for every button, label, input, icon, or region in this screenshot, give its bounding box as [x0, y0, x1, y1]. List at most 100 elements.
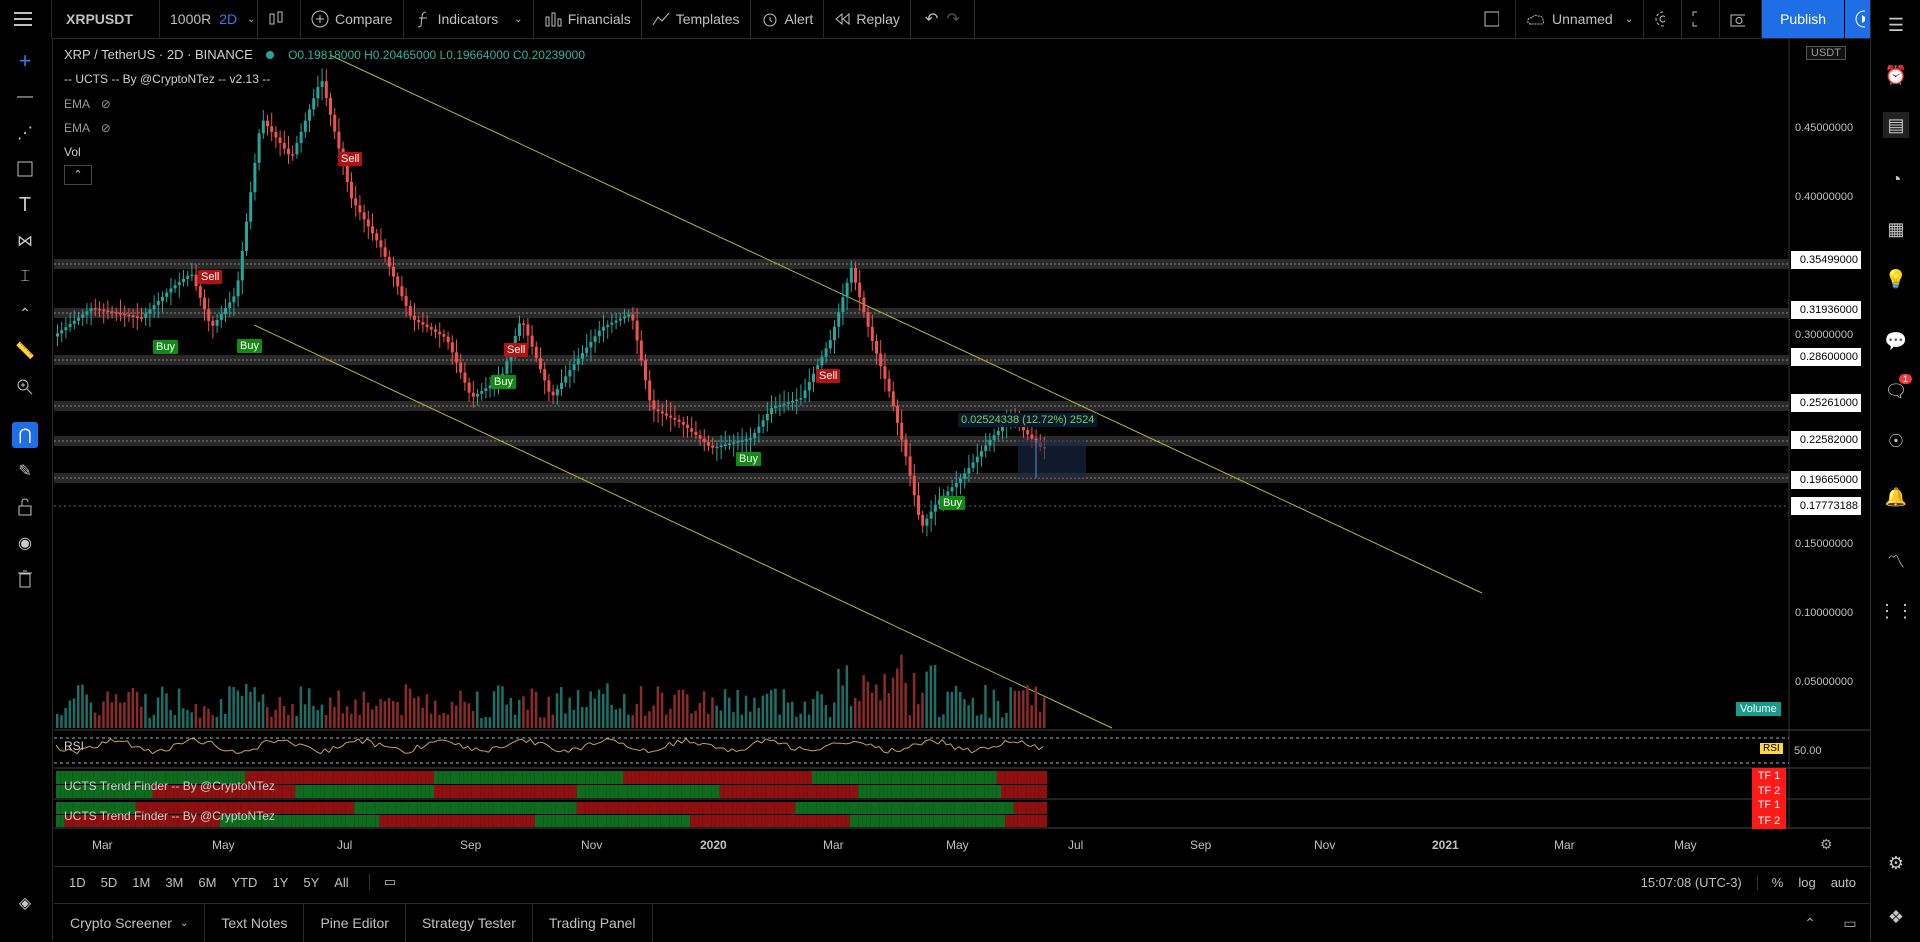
- go-to-date-button[interactable]: ▭: [369, 874, 396, 890]
- range-5y[interactable]: 5Y: [303, 875, 319, 890]
- currency-badge[interactable]: USDT: [1806, 46, 1846, 60]
- trend-finder-bar: [795, 771, 799, 784]
- streams-button[interactable]: ☉: [1883, 428, 1909, 454]
- stay-drawing-tool[interactable]: ✎: [12, 458, 38, 484]
- select-layout-button[interactable]: [1474, 0, 1516, 38]
- magnet-tool[interactable]: ⋂: [12, 422, 38, 448]
- eye-hidden-icon[interactable]: ⊘: [101, 97, 111, 111]
- chart-tools-button[interactable]: 〽: [1883, 548, 1909, 574]
- crosshair-tool[interactable]: +: [12, 48, 38, 74]
- tab-text-notes[interactable]: Text Notes: [205, 904, 304, 942]
- range-1d[interactable]: 1D: [69, 875, 86, 890]
- shapes-tool[interactable]: [12, 156, 38, 182]
- chart-canvas[interactable]: [54, 38, 1870, 866]
- lock-drawings-tool[interactable]: [12, 494, 38, 520]
- messages-button[interactable]: 🗨 1: [1883, 378, 1909, 404]
- tab-strategy-tester[interactable]: Strategy Tester: [406, 904, 533, 942]
- auto-scale-toggle[interactable]: auto: [1831, 875, 1856, 890]
- percent-scale-toggle[interactable]: %: [1757, 875, 1784, 890]
- tab-trading-panel[interactable]: Trading Panel: [533, 904, 653, 942]
- settings-button[interactable]: [1644, 0, 1682, 38]
- rsi-pane-title[interactable]: RSI: [64, 739, 84, 753]
- object-tree-button[interactable]: ◈: [12, 890, 38, 916]
- financials-button[interactable]: Financials: [534, 0, 642, 38]
- alerts-panel-button[interactable]: ⏰: [1883, 62, 1909, 88]
- pattern-tool[interactable]: ⋈: [12, 228, 38, 254]
- trend-finder-bar: [774, 785, 778, 798]
- trend-finder-bar: [732, 815, 736, 827]
- help-button[interactable]: ⚙: [1883, 850, 1909, 876]
- screenshot-button[interactable]: [1720, 0, 1762, 38]
- data-window-button[interactable]: ▤: [1883, 112, 1909, 138]
- price-range-measure-label[interactable]: 0.02524338 (12.72%) 2524: [958, 413, 1097, 427]
- zoom-tool[interactable]: [12, 374, 38, 400]
- ema-2-legend[interactable]: EMA ⊘: [64, 121, 111, 135]
- remove-drawings-tool[interactable]: [12, 566, 38, 592]
- interval-selector[interactable]: 1000R 2D ⌄: [160, 0, 258, 38]
- hide-drawings-tool[interactable]: ◉: [12, 530, 38, 556]
- trend-finder-bar: [636, 815, 640, 827]
- log-scale-toggle[interactable]: log: [1798, 875, 1815, 890]
- range-6m[interactable]: 6M: [198, 875, 216, 890]
- trend-finder-title-2[interactable]: UCTS Trend Finder -- By @CryptoNTez: [64, 809, 275, 823]
- trend-finder-bar: [291, 815, 295, 827]
- notifications-button[interactable]: 🔔: [1883, 484, 1909, 510]
- collapse-tools-button[interactable]: ⌃: [12, 300, 38, 326]
- symbol-search[interactable]: XRPUSDT: [52, 0, 160, 38]
- crosshair-icon: +: [19, 48, 32, 74]
- indicators-button[interactable]: Indicators ⌄: [404, 0, 534, 38]
- range-all[interactable]: All: [334, 875, 348, 890]
- clock-time[interactable]: 15:07:08 (UTC-3): [1641, 875, 1742, 890]
- prediction-tool[interactable]: ⌶: [12, 264, 38, 290]
- sell-signal: Sell: [816, 369, 840, 383]
- chart-type-button[interactable]: [258, 0, 301, 38]
- volume-bar: [850, 706, 853, 728]
- collapse-legend-button[interactable]: ⌃: [64, 165, 92, 185]
- expand-button[interactable]: ❖: [1883, 904, 1909, 930]
- trend-finder-bar: [665, 802, 669, 814]
- text-tool[interactable]: T: [12, 192, 38, 218]
- measure-tool[interactable]: 📏: [12, 338, 38, 364]
- undo-icon[interactable]: ↶: [925, 9, 938, 29]
- ideas-button[interactable]: 💡: [1883, 266, 1909, 292]
- chart-settings-icon[interactable]: ⚙: [1820, 836, 1833, 853]
- symbol-title[interactable]: XRP / TetherUS · 2D · BINANCE: [64, 47, 253, 62]
- layout-name-button[interactable]: Unnamed ⌄: [1516, 0, 1644, 38]
- maximize-panel-icon[interactable]: ▭: [1830, 915, 1870, 932]
- tab-crypto-screener[interactable]: Crypto Screener ⌄: [54, 904, 205, 942]
- trend-finder-bar: [770, 802, 774, 814]
- menu-button[interactable]: [0, 0, 52, 38]
- tab-pine-editor[interactable]: Pine Editor: [304, 904, 405, 942]
- trend-line-tool[interactable]: —: [12, 84, 38, 110]
- alert-button[interactable]: Alert: [751, 0, 825, 38]
- range-ytd[interactable]: YTD: [231, 875, 257, 890]
- templates-button[interactable]: Templates: [642, 0, 751, 38]
- trend-finder-bar: [497, 771, 501, 784]
- trend-finder-bar: [430, 802, 434, 814]
- watchlist-button[interactable]: ☰: [1883, 12, 1909, 38]
- calendar-button[interactable]: ▦: [1883, 216, 1909, 242]
- rsi-line: [804, 749, 808, 750]
- trend-finder-title-1[interactable]: UCTS Trend Finder -- By @CryptoNTez: [64, 779, 275, 793]
- collapse-panel-icon[interactable]: ⌃: [1790, 915, 1830, 932]
- volume-bar: [363, 692, 366, 728]
- compare-button[interactable]: Compare: [301, 0, 404, 38]
- ema-1-legend[interactable]: EMA ⊘: [64, 97, 111, 111]
- range-1y[interactable]: 1Y: [272, 875, 288, 890]
- range-1m[interactable]: 1M: [132, 875, 150, 890]
- range-3m[interactable]: 3M: [165, 875, 183, 890]
- fib-tool[interactable]: ⋰: [12, 120, 38, 146]
- redo-icon[interactable]: ↷: [946, 9, 959, 29]
- fullscreen-button[interactable]: [1682, 0, 1720, 38]
- trend-finder-bar: [1022, 785, 1026, 798]
- publish-button[interactable]: Publish: [1762, 0, 1844, 38]
- range-5d[interactable]: 5D: [101, 875, 118, 890]
- volume-legend[interactable]: Vol: [64, 145, 81, 159]
- hotlist-button[interactable]: ◔: [1883, 166, 1909, 192]
- replay-button[interactable]: Replay: [824, 0, 911, 38]
- dom-button[interactable]: ⋮⋮: [1883, 598, 1909, 624]
- range-bar: 1D 5D 1M 3M 6M YTD 1Y 5Y All ▭ 15:07:08 …: [54, 866, 1870, 897]
- ucts-indicator-label[interactable]: -- UCTS -- By @CryptoNTez -- v2.13 --: [64, 72, 270, 86]
- chats-button[interactable]: 💬: [1883, 328, 1909, 354]
- eye-hidden-icon[interactable]: ⊘: [101, 121, 111, 135]
